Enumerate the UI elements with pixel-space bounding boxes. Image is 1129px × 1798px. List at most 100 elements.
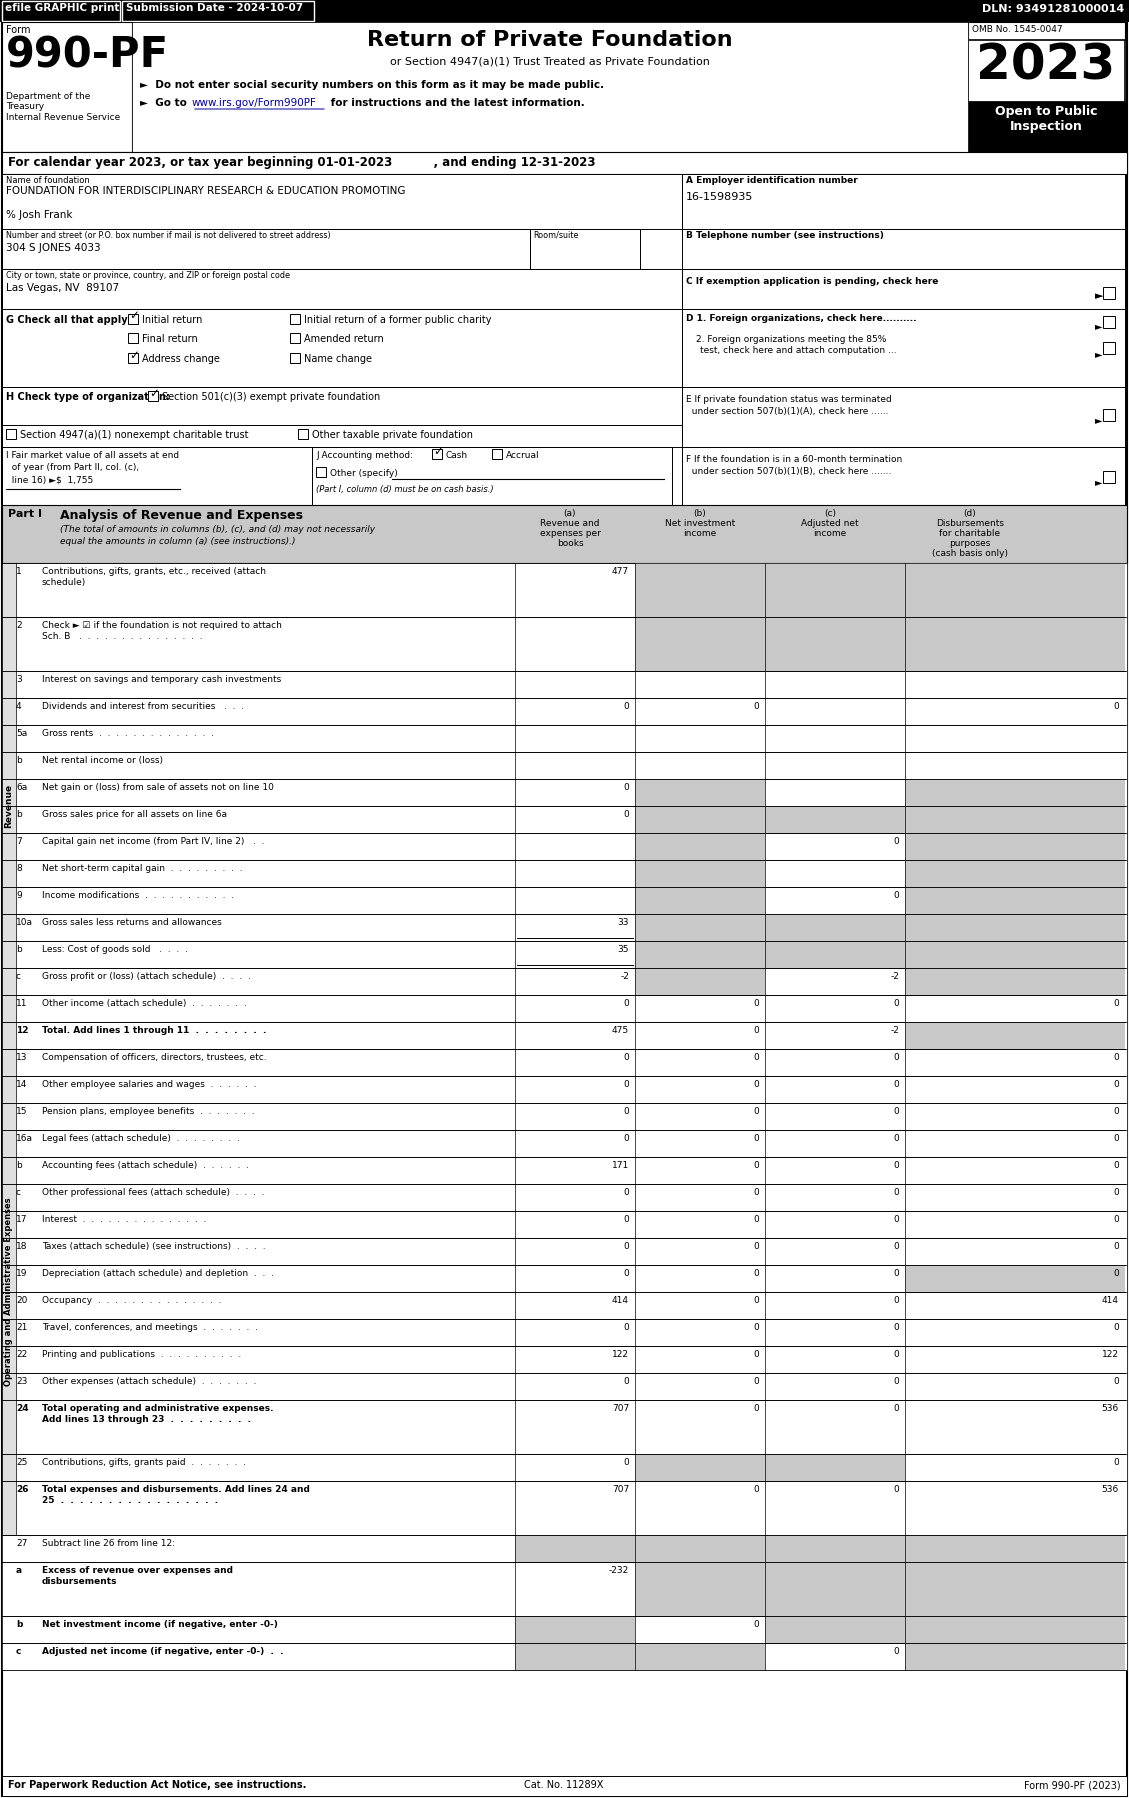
Bar bbox=[765, 563, 905, 617]
Text: ✓: ✓ bbox=[129, 349, 139, 361]
Text: 23: 23 bbox=[16, 1377, 27, 1386]
Text: Initial return of a former public charity: Initial return of a former public charit… bbox=[304, 315, 491, 325]
Text: schedule): schedule) bbox=[42, 577, 86, 586]
Bar bbox=[290, 333, 300, 343]
Text: 0: 0 bbox=[1113, 1081, 1119, 1090]
Bar bbox=[765, 940, 905, 967]
Text: 0: 0 bbox=[893, 1485, 899, 1494]
Bar bbox=[634, 859, 765, 886]
Text: Accounting fees (attach schedule)  .  .  .  .  .  .: Accounting fees (attach schedule) . . . … bbox=[42, 1162, 250, 1170]
Bar bbox=[682, 448, 1124, 505]
Text: Income modifications  .  .  .  .  .  .  .  .  .  .  .: Income modifications . . . . . . . . . .… bbox=[42, 892, 234, 901]
Bar bbox=[1103, 471, 1115, 484]
Bar bbox=[2, 1102, 1127, 1129]
Text: Dividends and interest from securities   .  .  .: Dividends and interest from securities .… bbox=[42, 701, 244, 710]
Bar bbox=[968, 102, 1124, 153]
Bar bbox=[515, 1643, 634, 1670]
Text: Gross sales price for all assets on line 6a: Gross sales price for all assets on line… bbox=[42, 811, 227, 820]
Text: Contributions, gifts, grants, etc., received (attach: Contributions, gifts, grants, etc., rece… bbox=[42, 566, 266, 575]
Bar bbox=[682, 270, 1124, 309]
Text: ►: ► bbox=[1095, 322, 1103, 331]
Bar bbox=[2, 1185, 1127, 1212]
Text: Adjusted net income (if negative, enter -0-)  .  .: Adjusted net income (if negative, enter … bbox=[42, 1647, 283, 1656]
Bar bbox=[682, 174, 1124, 228]
Bar bbox=[968, 22, 1124, 40]
Bar bbox=[2, 886, 1127, 913]
Text: 0: 0 bbox=[893, 1647, 899, 1656]
Text: 0: 0 bbox=[1113, 1135, 1119, 1144]
Text: Other professional fees (attach schedule)  .  .  .  .: Other professional fees (attach schedule… bbox=[42, 1188, 264, 1197]
Text: G Check all that apply:: G Check all that apply: bbox=[6, 315, 132, 325]
Text: 0: 0 bbox=[893, 1188, 899, 1197]
Text: 12: 12 bbox=[16, 1027, 28, 1036]
Text: or Section 4947(a)(1) Trust Treated as Private Foundation: or Section 4947(a)(1) Trust Treated as P… bbox=[390, 58, 710, 67]
Bar bbox=[634, 1643, 765, 1670]
Text: Cat. No. 11289X: Cat. No. 11289X bbox=[524, 1780, 604, 1791]
Bar bbox=[634, 617, 765, 671]
Text: Room/suite: Room/suite bbox=[533, 230, 578, 239]
Bar bbox=[2, 1455, 1127, 1482]
Bar bbox=[2, 270, 682, 309]
Bar bbox=[905, 563, 1124, 617]
Bar bbox=[2, 1266, 1127, 1293]
Text: 304 S JONES 4033: 304 S JONES 4033 bbox=[6, 243, 100, 254]
Bar bbox=[2, 806, 1127, 832]
Text: Initial return: Initial return bbox=[142, 315, 202, 325]
Text: ✓: ✓ bbox=[129, 309, 139, 322]
Text: Other (specify): Other (specify) bbox=[330, 469, 397, 478]
Text: Travel, conferences, and meetings  .  .  .  .  .  .  .: Travel, conferences, and meetings . . . … bbox=[42, 1323, 259, 1332]
Bar bbox=[128, 315, 138, 324]
Text: 17: 17 bbox=[16, 1215, 27, 1224]
Text: 24: 24 bbox=[16, 1404, 28, 1413]
Text: income: income bbox=[813, 529, 847, 538]
Bar bbox=[290, 352, 300, 363]
Text: 171: 171 bbox=[612, 1162, 629, 1170]
Bar bbox=[2, 1293, 1127, 1320]
Text: c: c bbox=[16, 973, 21, 982]
Text: 0: 0 bbox=[623, 1000, 629, 1009]
Text: (c): (c) bbox=[824, 509, 835, 518]
Text: (cash basis only): (cash basis only) bbox=[933, 548, 1008, 557]
Bar bbox=[1103, 342, 1115, 354]
Bar bbox=[968, 40, 1124, 102]
Text: 0: 0 bbox=[753, 1162, 759, 1170]
Text: Gross rents  .  .  .  .  .  .  .  .  .  .  .  .  .  .: Gross rents . . . . . . . . . . . . . . bbox=[42, 728, 215, 737]
Bar bbox=[2, 1401, 1127, 1455]
Text: 5a: 5a bbox=[16, 728, 27, 737]
Text: b: b bbox=[16, 1162, 21, 1170]
Bar bbox=[2, 752, 1127, 779]
Text: J Accounting method:: J Accounting method: bbox=[316, 451, 413, 460]
Text: 0: 0 bbox=[1113, 1162, 1119, 1170]
Text: 0: 0 bbox=[753, 1135, 759, 1144]
Text: 0: 0 bbox=[753, 1000, 759, 1009]
Text: E If private foundation status was terminated: E If private foundation status was termi… bbox=[686, 396, 892, 405]
Text: 707: 707 bbox=[612, 1485, 629, 1494]
Text: Net investment income (if negative, enter -0-): Net investment income (if negative, ente… bbox=[42, 1620, 278, 1629]
Text: 0: 0 bbox=[753, 1296, 759, 1305]
Bar bbox=[2, 387, 682, 424]
Text: 0: 0 bbox=[753, 1108, 759, 1117]
Text: efile GRAPHIC print: efile GRAPHIC print bbox=[5, 4, 120, 13]
Text: 0: 0 bbox=[623, 1458, 629, 1467]
Bar bbox=[2, 22, 132, 153]
Bar bbox=[2, 967, 1127, 994]
Text: 0: 0 bbox=[753, 1269, 759, 1278]
Bar bbox=[132, 22, 968, 153]
Text: I Fair market value of all assets at end: I Fair market value of all assets at end bbox=[6, 451, 180, 460]
Text: (Part I, column (d) must be on cash basis.): (Part I, column (d) must be on cash basi… bbox=[316, 485, 493, 494]
Bar bbox=[2, 1048, 1127, 1075]
Bar bbox=[765, 1562, 905, 1616]
Text: 990-PF: 990-PF bbox=[6, 34, 169, 76]
Text: A Employer identification number: A Employer identification number bbox=[686, 176, 858, 185]
Text: 0: 0 bbox=[1113, 1242, 1119, 1251]
Bar bbox=[2, 1239, 1127, 1266]
Text: Open to Public: Open to Public bbox=[995, 104, 1097, 119]
Text: of year (from Part II, col. (c),: of year (from Part II, col. (c), bbox=[6, 464, 139, 473]
Bar bbox=[765, 1616, 905, 1643]
Bar bbox=[905, 859, 1124, 886]
Bar bbox=[2, 1156, 1127, 1185]
Text: Amended return: Amended return bbox=[304, 334, 384, 343]
Text: For calendar year 2023, or tax year beginning 01-01-2023          , and ending 1: For calendar year 2023, or tax year begi… bbox=[8, 156, 595, 169]
Bar bbox=[2, 1535, 1127, 1562]
Text: (b): (b) bbox=[693, 509, 707, 518]
